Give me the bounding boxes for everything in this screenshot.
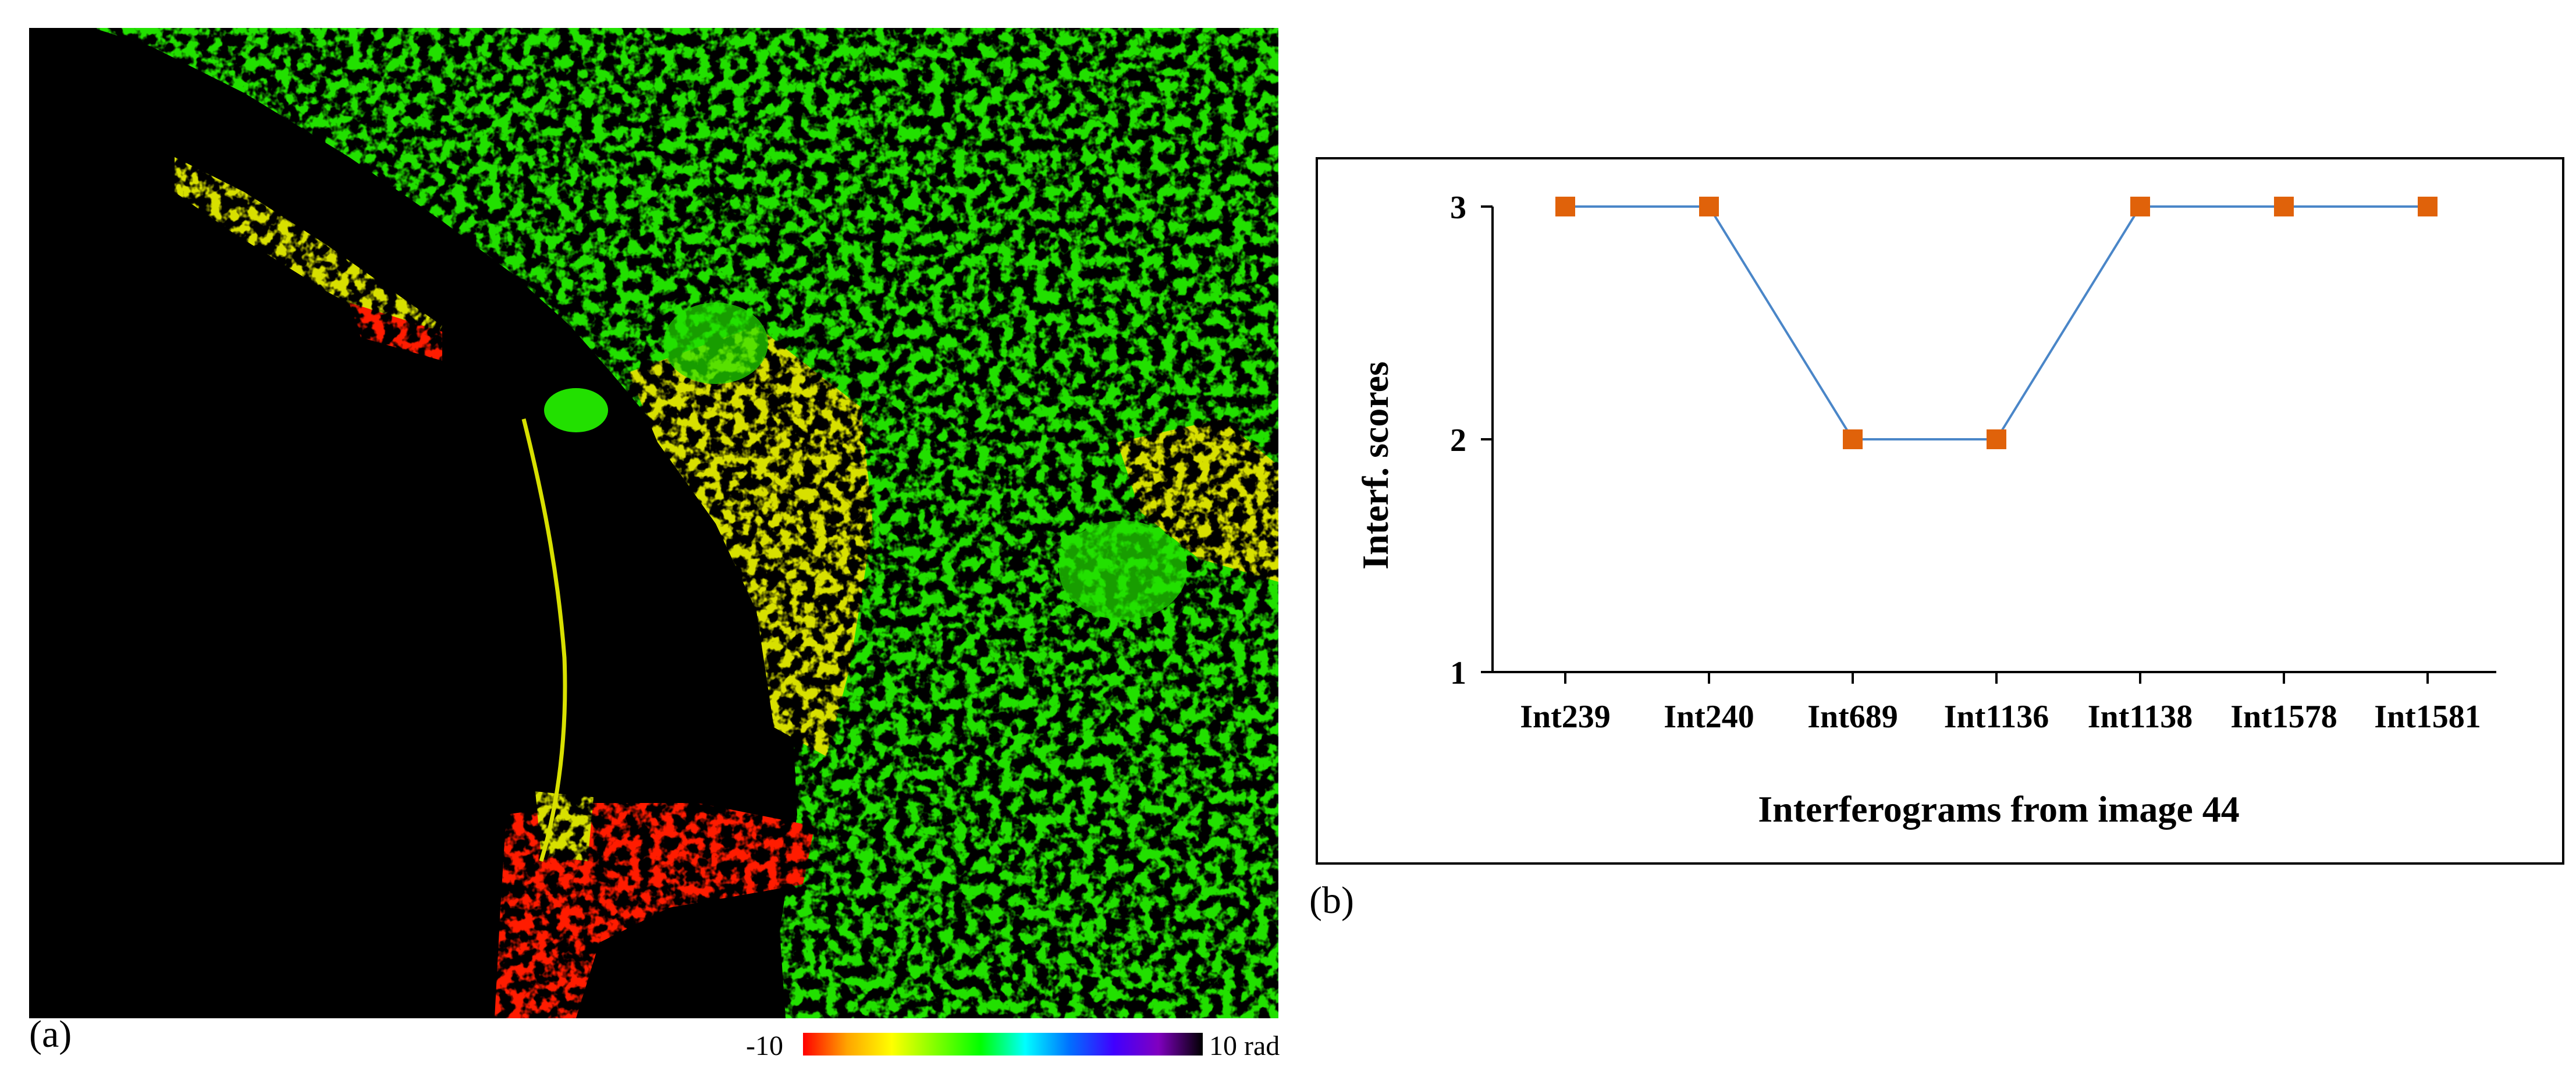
- x-axis-label: Interferograms from image 44: [1758, 788, 2240, 830]
- y-tick-label: 1: [1450, 655, 1466, 691]
- chart-frame: [1316, 157, 2564, 865]
- data-point-marker: [2418, 197, 2438, 216]
- y-tick-label: 2: [1450, 422, 1466, 459]
- panel-a-label: (a): [29, 1013, 72, 1056]
- y-tick-label: 3: [1450, 190, 1466, 226]
- coastal-strip: [175, 157, 442, 349]
- city-center-blob: [1059, 521, 1187, 620]
- data-point-marker: [1555, 197, 1575, 216]
- coastal-strip-red: [349, 303, 442, 361]
- panel-b-label: (b): [1309, 879, 1354, 922]
- data-point-marker: [2130, 197, 2150, 216]
- colorbar: [803, 1033, 1203, 1056]
- y-axis-label: Interf. scores: [1355, 361, 1396, 570]
- x-tick-label: Int239: [1520, 699, 1611, 735]
- x-tick-label: Int1578: [2230, 699, 2337, 735]
- data-point-marker: [1843, 429, 1863, 449]
- data-point-marker: [1699, 197, 1719, 216]
- data-point-marker: [2274, 197, 2294, 216]
- coastal-spit: [521, 418, 567, 862]
- x-tick-label: Int1581: [2374, 699, 2481, 735]
- colorbar-min-label: -10: [746, 1030, 783, 1061]
- city-north-blob: [663, 303, 768, 384]
- land-coverage-green: [93, 28, 1278, 1018]
- x-tick-label: Int1136: [1944, 699, 2049, 735]
- data-point-marker: [1987, 429, 2006, 449]
- lagoon-blob: [544, 388, 608, 432]
- x-tick-label: Int689: [1807, 699, 1898, 735]
- land-coverage-yellow-east: [1117, 419, 1278, 582]
- land-coverage-yellow: [628, 326, 873, 756]
- colorbar-max-label: 10 rad: [1209, 1030, 1280, 1061]
- x-tick-label: Int1138: [2088, 699, 2193, 735]
- south-yellow-area: [535, 791, 594, 861]
- x-tick-label: Int240: [1664, 699, 1754, 735]
